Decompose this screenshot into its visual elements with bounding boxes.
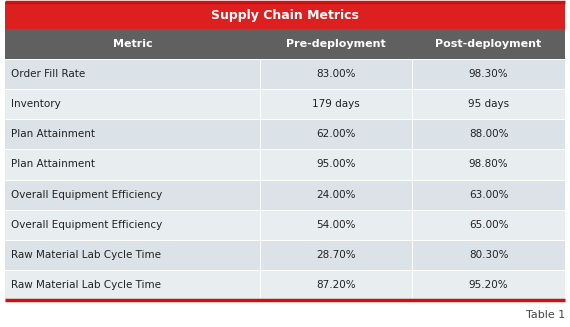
Text: Overall Equipment Efficiency: Overall Equipment Efficiency [11,190,162,199]
Bar [5,149,565,180]
Text: Raw Material Lab Cycle Time: Raw Material Lab Cycle Time [11,250,161,260]
Bar [5,59,565,89]
Text: Table 1: Table 1 [526,310,565,320]
Text: 24.00%: 24.00% [316,190,356,199]
Bar [5,180,565,210]
Text: 95 days: 95 days [468,99,509,109]
Text: 98.30%: 98.30% [469,69,508,79]
Text: 95.00%: 95.00% [316,160,356,169]
Text: 63.00%: 63.00% [469,190,508,199]
Bar [5,29,565,59]
Text: 65.00%: 65.00% [469,220,508,230]
Text: 87.20%: 87.20% [316,280,356,290]
Text: Supply Chain Metrics: Supply Chain Metrics [211,9,359,22]
Text: Post-deployment: Post-deployment [435,39,542,49]
Text: 179 days: 179 days [312,99,360,109]
Text: Metric: Metric [113,39,152,49]
Bar [5,270,565,300]
Text: 88.00%: 88.00% [469,129,508,139]
Bar [5,89,565,119]
Text: Plan Attainment: Plan Attainment [11,129,95,139]
Bar [5,240,565,270]
Text: Pre-deployment: Pre-deployment [286,39,386,49]
Text: Overall Equipment Efficiency: Overall Equipment Efficiency [11,220,162,230]
Bar [5,2,565,29]
Text: Raw Material Lab Cycle Time: Raw Material Lab Cycle Time [11,280,161,290]
Text: 98.80%: 98.80% [469,160,508,169]
Text: 95.20%: 95.20% [469,280,508,290]
Text: Plan Attainment: Plan Attainment [11,160,95,169]
Text: 80.30%: 80.30% [469,250,508,260]
Text: 54.00%: 54.00% [316,220,356,230]
Bar [5,119,565,149]
Text: 28.70%: 28.70% [316,250,356,260]
Bar [5,210,565,240]
Text: 83.00%: 83.00% [316,69,356,79]
Text: 62.00%: 62.00% [316,129,356,139]
Text: Inventory: Inventory [11,99,60,109]
Text: Order Fill Rate: Order Fill Rate [11,69,85,79]
